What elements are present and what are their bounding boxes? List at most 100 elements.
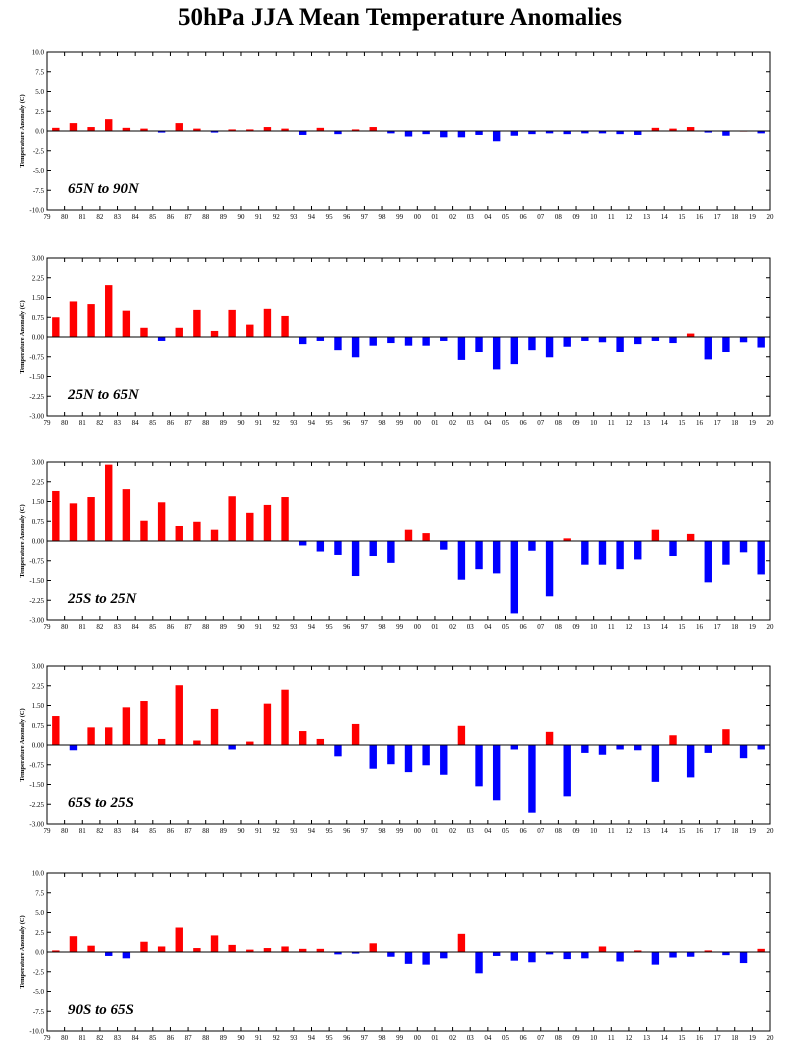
x-tick-label: 13 <box>643 827 651 835</box>
x-tick-label: 20 <box>767 419 775 427</box>
x-tick-label: 11 <box>608 1034 615 1042</box>
y-tick-label: 0.00 <box>32 334 45 342</box>
x-tick-label: 95 <box>326 1034 334 1042</box>
bar <box>263 127 272 131</box>
bar <box>422 533 430 541</box>
x-tick-label: 79 <box>44 213 52 221</box>
bar <box>528 337 536 351</box>
x-tick-label: 09 <box>573 419 581 427</box>
bar <box>510 337 519 365</box>
bar <box>316 127 325 131</box>
bar <box>404 131 413 137</box>
x-tick-label: 08 <box>555 213 563 221</box>
bar <box>457 541 466 580</box>
x-tick-label: 05 <box>502 1034 510 1042</box>
bar <box>722 337 730 353</box>
bar <box>298 948 307 952</box>
x-tick-label: 14 <box>661 213 669 221</box>
x-tick-label: 94 <box>308 213 316 221</box>
x-tick-label: 05 <box>502 419 510 427</box>
bar <box>581 541 589 565</box>
bar <box>122 310 131 337</box>
region-label: 90S to 65S <box>68 1002 134 1018</box>
y-tick-label: -3.00 <box>29 413 44 421</box>
bar <box>351 541 360 577</box>
x-tick-label: 08 <box>555 827 563 835</box>
x-tick-label: 80 <box>61 213 69 221</box>
bar <box>581 131 589 134</box>
bar <box>69 301 78 337</box>
x-tick-label: 84 <box>132 827 140 835</box>
x-tick-label: 95 <box>326 419 334 427</box>
y-tick-label: 7.5 <box>35 889 44 897</box>
y-axis-label: Temperature Anomaly (C) <box>19 708 26 781</box>
bar <box>122 707 131 745</box>
x-tick-label: 10 <box>590 1034 598 1042</box>
bar <box>475 541 483 570</box>
x-tick-label: 17 <box>714 827 722 835</box>
y-tick-label: -10.0 <box>29 207 44 215</box>
bar <box>634 950 642 952</box>
bar <box>52 950 60 952</box>
bar <box>316 337 325 341</box>
bar <box>510 541 519 614</box>
bar <box>334 952 342 955</box>
bar <box>616 745 624 750</box>
bar <box>422 745 430 766</box>
x-tick-label: 80 <box>61 623 69 631</box>
bar <box>563 131 571 135</box>
bar <box>334 131 342 135</box>
x-tick-label: 88 <box>202 213 210 221</box>
x-tick-label: 88 <box>202 1034 210 1042</box>
x-tick-label: 82 <box>96 419 104 427</box>
bar <box>475 131 483 135</box>
x-tick-label: 04 <box>484 213 492 221</box>
x-tick-label: 80 <box>61 419 69 427</box>
x-tick-label: 19 <box>749 213 757 221</box>
y-tick-label: 2.25 <box>32 682 45 690</box>
x-tick-label: 03 <box>467 1034 475 1042</box>
x-tick-label: 04 <box>484 419 492 427</box>
x-tick-label: 19 <box>749 827 757 835</box>
bar <box>440 745 448 775</box>
chart-panel-2: -3.00 -2.25 -1.50 -0.75 0.00 0.75 1.50 2.25 3.00… <box>19 255 774 428</box>
bar <box>528 952 536 963</box>
chart-panel-4: -3.00 -2.25 -1.50 -0.75 0.00 0.75 1.50 2.25 3.00… <box>19 663 774 836</box>
bar <box>105 464 113 541</box>
x-tick-label: 94 <box>308 827 316 835</box>
x-tick-label: 99 <box>396 827 404 835</box>
x-tick-label: 95 <box>326 827 334 835</box>
bar <box>598 946 607 952</box>
x-tick-label: 94 <box>308 623 316 631</box>
bar <box>105 285 113 337</box>
x-tick-label: 08 <box>555 623 563 631</box>
bar <box>739 337 748 343</box>
x-tick-label: 86 <box>167 419 175 427</box>
y-tick-label: -7.5 <box>33 1008 45 1016</box>
bar <box>140 128 148 131</box>
y-tick-label: 10.0 <box>32 870 45 878</box>
x-tick-label: 01 <box>431 213 439 221</box>
bar <box>281 497 289 541</box>
bar <box>369 943 377 952</box>
bar <box>616 337 624 353</box>
x-tick-label: 01 <box>431 419 439 427</box>
y-tick-label: 3.00 <box>32 459 45 467</box>
region-label: 65S to 25S <box>68 795 134 811</box>
x-tick-label: 17 <box>714 1034 722 1042</box>
bar <box>686 533 695 541</box>
bar <box>440 131 448 138</box>
x-tick-label: 84 <box>132 1034 140 1042</box>
bar <box>404 952 413 964</box>
bar <box>440 541 448 550</box>
bar <box>351 337 360 358</box>
bar <box>316 948 325 952</box>
x-tick-label: 84 <box>132 213 140 221</box>
bar <box>263 703 272 745</box>
bar <box>563 745 571 797</box>
x-tick-label: 87 <box>185 213 193 221</box>
x-tick-label: 84 <box>132 623 140 631</box>
bar <box>616 541 624 570</box>
x-tick-label: 98 <box>379 1034 387 1042</box>
y-tick-label: 0.00 <box>32 538 45 546</box>
